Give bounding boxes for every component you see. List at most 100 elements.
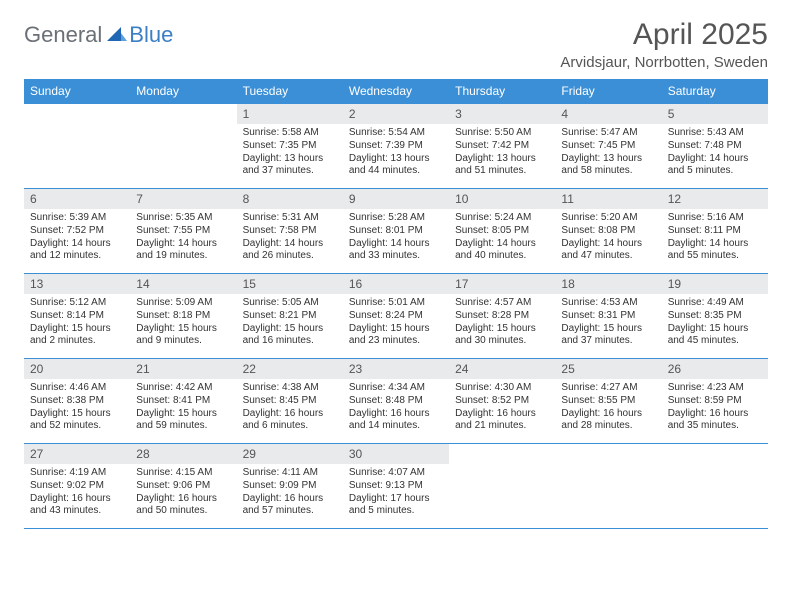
day-number: 18 <box>555 274 661 294</box>
day-number: 15 <box>237 274 343 294</box>
day-content: Sunrise: 5:20 AMSunset: 8:08 PMDaylight:… <box>555 209 661 268</box>
day-number: 26 <box>662 359 768 379</box>
calendar-day: 20Sunrise: 4:46 AMSunset: 8:38 PMDayligh… <box>24 359 130 444</box>
weekday-header: Monday <box>130 79 236 104</box>
calendar-day: 29Sunrise: 4:11 AMSunset: 9:09 PMDayligh… <box>237 444 343 529</box>
day-content: Sunrise: 5:09 AMSunset: 8:18 PMDaylight:… <box>130 294 236 353</box>
day-number: 20 <box>24 359 130 379</box>
day-content: Sunrise: 5:24 AMSunset: 8:05 PMDaylight:… <box>449 209 555 268</box>
calendar-day: 9Sunrise: 5:28 AMSunset: 8:01 PMDaylight… <box>343 189 449 274</box>
day-content: Sunrise: 5:50 AMSunset: 7:42 PMDaylight:… <box>449 124 555 183</box>
calendar-day: 1Sunrise: 5:58 AMSunset: 7:35 PMDaylight… <box>237 104 343 189</box>
day-content: Sunrise: 4:27 AMSunset: 8:55 PMDaylight:… <box>555 379 661 438</box>
day-content: Sunrise: 4:57 AMSunset: 8:28 PMDaylight:… <box>449 294 555 353</box>
day-number: 6 <box>24 189 130 209</box>
header: General Blue April 2025 Arvidsjaur, Norr… <box>24 18 768 71</box>
calendar-row: 13Sunrise: 5:12 AMSunset: 8:14 PMDayligh… <box>24 274 768 359</box>
day-number: 28 <box>130 444 236 464</box>
calendar-day: 4Sunrise: 5:47 AMSunset: 7:45 PMDaylight… <box>555 104 661 189</box>
day-number: 9 <box>343 189 449 209</box>
calendar-row: 1Sunrise: 5:58 AMSunset: 7:35 PMDaylight… <box>24 104 768 189</box>
logo-text-blue: Blue <box>129 22 173 48</box>
title-block: April 2025 Arvidsjaur, Norrbotten, Swede… <box>560 18 768 71</box>
day-content: Sunrise: 5:58 AMSunset: 7:35 PMDaylight:… <box>237 124 343 183</box>
calendar-empty-cell <box>449 444 555 529</box>
day-content: Sunrise: 5:31 AMSunset: 7:58 PMDaylight:… <box>237 209 343 268</box>
calendar-day: 3Sunrise: 5:50 AMSunset: 7:42 PMDaylight… <box>449 104 555 189</box>
calendar-day: 13Sunrise: 5:12 AMSunset: 8:14 PMDayligh… <box>24 274 130 359</box>
calendar-empty-cell <box>555 444 661 529</box>
weekday-header: Wednesday <box>343 79 449 104</box>
calendar-day: 15Sunrise: 5:05 AMSunset: 8:21 PMDayligh… <box>237 274 343 359</box>
day-number: 7 <box>130 189 236 209</box>
day-number: 11 <box>555 189 661 209</box>
calendar-day: 12Sunrise: 5:16 AMSunset: 8:11 PMDayligh… <box>662 189 768 274</box>
calendar-day: 10Sunrise: 5:24 AMSunset: 8:05 PMDayligh… <box>449 189 555 274</box>
day-number: 29 <box>237 444 343 464</box>
weekday-header: Tuesday <box>237 79 343 104</box>
day-number: 5 <box>662 104 768 124</box>
day-number: 16 <box>343 274 449 294</box>
day-content: Sunrise: 4:19 AMSunset: 9:02 PMDaylight:… <box>24 464 130 523</box>
calendar-empty-cell <box>24 104 130 189</box>
day-content: Sunrise: 4:42 AMSunset: 8:41 PMDaylight:… <box>130 379 236 438</box>
calendar-day: 19Sunrise: 4:49 AMSunset: 8:35 PMDayligh… <box>662 274 768 359</box>
day-number: 14 <box>130 274 236 294</box>
day-content: Sunrise: 4:46 AMSunset: 8:38 PMDaylight:… <box>24 379 130 438</box>
logo: General Blue <box>24 22 173 48</box>
day-content: Sunrise: 5:01 AMSunset: 8:24 PMDaylight:… <box>343 294 449 353</box>
logo-text-general: General <box>24 22 102 48</box>
weekday-header: Saturday <box>662 79 768 104</box>
day-content: Sunrise: 4:11 AMSunset: 9:09 PMDaylight:… <box>237 464 343 523</box>
calendar-day: 23Sunrise: 4:34 AMSunset: 8:48 PMDayligh… <box>343 359 449 444</box>
weekday-header: Sunday <box>24 79 130 104</box>
day-content: Sunrise: 4:34 AMSunset: 8:48 PMDaylight:… <box>343 379 449 438</box>
calendar-day: 27Sunrise: 4:19 AMSunset: 9:02 PMDayligh… <box>24 444 130 529</box>
weekday-header: Friday <box>555 79 661 104</box>
calendar-day: 30Sunrise: 4:07 AMSunset: 9:13 PMDayligh… <box>343 444 449 529</box>
day-content: Sunrise: 5:35 AMSunset: 7:55 PMDaylight:… <box>130 209 236 268</box>
weekday-header: Thursday <box>449 79 555 104</box>
calendar-day: 14Sunrise: 5:09 AMSunset: 8:18 PMDayligh… <box>130 274 236 359</box>
calendar-empty-cell <box>662 444 768 529</box>
location-subtitle: Arvidsjaur, Norrbotten, Sweden <box>560 54 768 71</box>
day-number: 3 <box>449 104 555 124</box>
day-number: 4 <box>555 104 661 124</box>
calendar-table: SundayMondayTuesdayWednesdayThursdayFrid… <box>24 79 768 529</box>
day-content: Sunrise: 5:05 AMSunset: 8:21 PMDaylight:… <box>237 294 343 353</box>
day-number: 13 <box>24 274 130 294</box>
calendar-day: 11Sunrise: 5:20 AMSunset: 8:08 PMDayligh… <box>555 189 661 274</box>
day-number: 12 <box>662 189 768 209</box>
day-number: 17 <box>449 274 555 294</box>
calendar-day: 28Sunrise: 4:15 AMSunset: 9:06 PMDayligh… <box>130 444 236 529</box>
calendar-empty-cell <box>130 104 236 189</box>
calendar-day: 18Sunrise: 4:53 AMSunset: 8:31 PMDayligh… <box>555 274 661 359</box>
day-content: Sunrise: 4:38 AMSunset: 8:45 PMDaylight:… <box>237 379 343 438</box>
day-number: 24 <box>449 359 555 379</box>
weekday-header-row: SundayMondayTuesdayWednesdayThursdayFrid… <box>24 79 768 104</box>
day-content: Sunrise: 5:16 AMSunset: 8:11 PMDaylight:… <box>662 209 768 268</box>
day-number: 8 <box>237 189 343 209</box>
day-number: 23 <box>343 359 449 379</box>
calendar-day: 21Sunrise: 4:42 AMSunset: 8:41 PMDayligh… <box>130 359 236 444</box>
calendar-day: 17Sunrise: 4:57 AMSunset: 8:28 PMDayligh… <box>449 274 555 359</box>
calendar-row: 6Sunrise: 5:39 AMSunset: 7:52 PMDaylight… <box>24 189 768 274</box>
day-content: Sunrise: 4:15 AMSunset: 9:06 PMDaylight:… <box>130 464 236 523</box>
calendar-body: 1Sunrise: 5:58 AMSunset: 7:35 PMDaylight… <box>24 104 768 529</box>
day-number: 25 <box>555 359 661 379</box>
day-number: 21 <box>130 359 236 379</box>
calendar-day: 26Sunrise: 4:23 AMSunset: 8:59 PMDayligh… <box>662 359 768 444</box>
calendar-day: 2Sunrise: 5:54 AMSunset: 7:39 PMDaylight… <box>343 104 449 189</box>
calendar-row: 20Sunrise: 4:46 AMSunset: 8:38 PMDayligh… <box>24 359 768 444</box>
day-number: 10 <box>449 189 555 209</box>
calendar-day: 7Sunrise: 5:35 AMSunset: 7:55 PMDaylight… <box>130 189 236 274</box>
day-number: 30 <box>343 444 449 464</box>
day-content: Sunrise: 5:47 AMSunset: 7:45 PMDaylight:… <box>555 124 661 183</box>
day-content: Sunrise: 4:07 AMSunset: 9:13 PMDaylight:… <box>343 464 449 523</box>
day-number: 1 <box>237 104 343 124</box>
day-content: Sunrise: 4:53 AMSunset: 8:31 PMDaylight:… <box>555 294 661 353</box>
calendar-day: 22Sunrise: 4:38 AMSunset: 8:45 PMDayligh… <box>237 359 343 444</box>
day-content: Sunrise: 5:28 AMSunset: 8:01 PMDaylight:… <box>343 209 449 268</box>
day-content: Sunrise: 4:23 AMSunset: 8:59 PMDaylight:… <box>662 379 768 438</box>
calendar-day: 16Sunrise: 5:01 AMSunset: 8:24 PMDayligh… <box>343 274 449 359</box>
